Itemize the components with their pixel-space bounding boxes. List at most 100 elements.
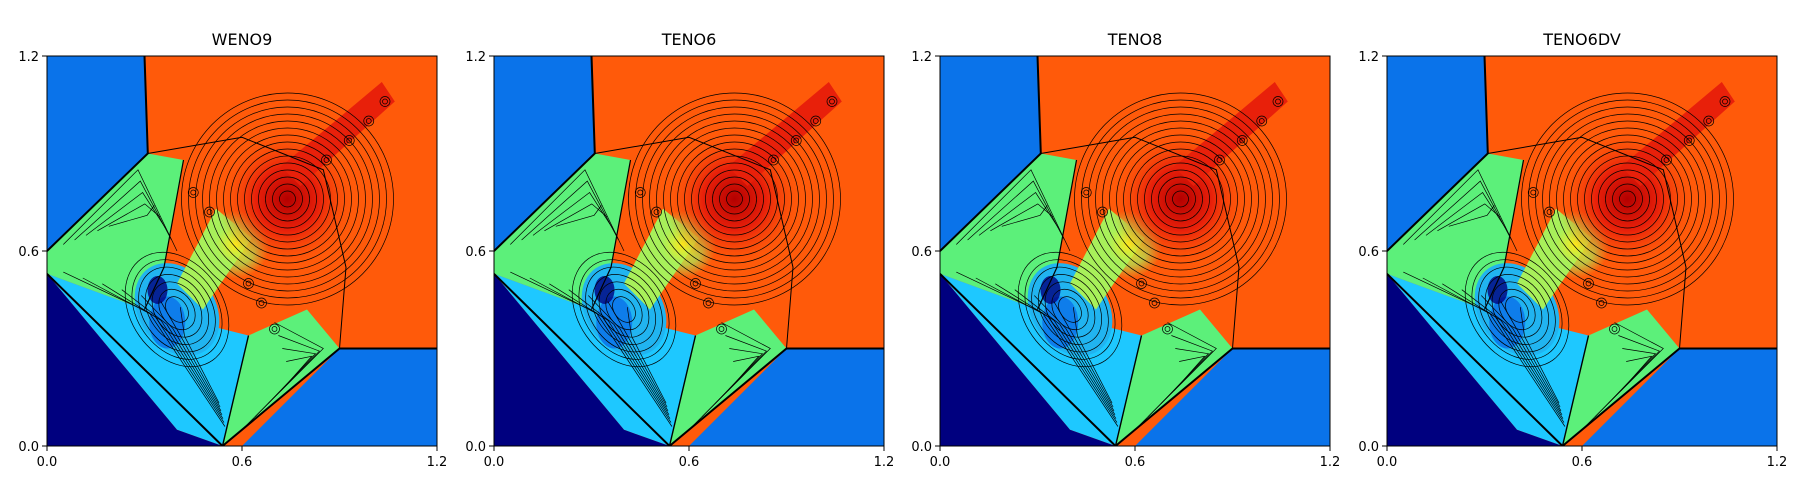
contour-line bbox=[279, 190, 296, 208]
contour-line bbox=[967, 180, 1065, 241]
vortex bbox=[243, 278, 254, 289]
contour-line bbox=[532, 191, 613, 236]
shock-line bbox=[1387, 273, 1777, 446]
contour-line bbox=[642, 106, 827, 292]
flow-field bbox=[47, 56, 437, 446]
contour-line bbox=[956, 169, 1071, 252]
slip-line bbox=[668, 335, 697, 446]
shock-lines bbox=[47, 56, 437, 446]
y-tick-label: 0.6 bbox=[465, 245, 486, 260]
vortex bbox=[271, 326, 278, 332]
region-lower-right bbox=[1135, 348, 1330, 446]
y-tick-label: 1.2 bbox=[911, 50, 932, 65]
contour-line bbox=[1620, 355, 1653, 392]
x-tick-label: 1.2 bbox=[1767, 455, 1788, 470]
contour-line bbox=[555, 205, 602, 227]
vortex bbox=[1546, 209, 1553, 215]
contour-line bbox=[521, 180, 619, 241]
contour-line bbox=[209, 120, 366, 278]
contour-line bbox=[1461, 289, 1563, 415]
vortex bbox=[1722, 98, 1728, 105]
region-bottom-wedge bbox=[1115, 309, 1233, 446]
region-bottom-wedge bbox=[1562, 309, 1680, 446]
contour-line bbox=[714, 348, 764, 405]
vortex bbox=[323, 157, 330, 163]
region-lower-right bbox=[242, 348, 437, 446]
vortex bbox=[1236, 135, 1248, 146]
vortex bbox=[1080, 187, 1092, 198]
contour-line bbox=[138, 266, 216, 353]
slip-line bbox=[1036, 159, 1078, 310]
flow-field bbox=[494, 56, 884, 446]
contour-line bbox=[179, 307, 220, 404]
vortex bbox=[382, 98, 388, 105]
shock-line bbox=[1487, 136, 1687, 349]
contour-line bbox=[1598, 169, 1657, 229]
y-tick-label: 0.6 bbox=[18, 245, 39, 260]
shock-line bbox=[494, 56, 596, 252]
x-tick-label: 0.6 bbox=[1125, 455, 1146, 470]
diagonal-jet bbox=[281, 82, 395, 186]
vortex bbox=[1530, 189, 1537, 196]
contour-line bbox=[1481, 295, 1562, 412]
region-central-low bbox=[1387, 273, 1589, 446]
vortex bbox=[1151, 300, 1158, 306]
contour-line bbox=[544, 203, 608, 232]
contour-line bbox=[1437, 203, 1501, 232]
vortex bbox=[1097, 206, 1108, 218]
contour-line bbox=[85, 191, 166, 236]
contour-line bbox=[1072, 307, 1113, 404]
vortex bbox=[245, 280, 252, 287]
contour-line bbox=[978, 191, 1059, 236]
panel-teno8: TENO8 0.0 0.6 1.2 0.0 0.6 1.2 bbox=[893, 0, 1340, 500]
vortex bbox=[1256, 115, 1268, 127]
region-bottom-wedge bbox=[669, 309, 787, 446]
x-tick-label: 0.0 bbox=[484, 455, 505, 470]
panel-title: WENO9 bbox=[211, 30, 273, 49]
vortex bbox=[1083, 189, 1090, 196]
contour-line bbox=[626, 307, 667, 404]
vortex bbox=[1703, 115, 1715, 127]
region-lower-left bbox=[940, 273, 1116, 446]
x-tick-label: 0.0 bbox=[37, 455, 58, 470]
contour-line bbox=[684, 148, 785, 250]
contour-line bbox=[727, 355, 760, 392]
heatmap-plot: 0.0 0.6 1.2 0.0 0.6 1.2 bbox=[1358, 50, 1787, 470]
region-upper-left bbox=[47, 56, 148, 251]
contour-line bbox=[1619, 190, 1636, 208]
vortex bbox=[1164, 326, 1171, 332]
contour-line bbox=[251, 162, 324, 236]
panel-teno6: TENO6 0.0 0.6 1.2 0.0 0.6 1.2 bbox=[447, 0, 894, 500]
contour-line bbox=[995, 283, 1117, 419]
contour-line bbox=[549, 283, 671, 419]
contour-line bbox=[677, 141, 792, 257]
contour-line bbox=[571, 251, 677, 368]
contour-line bbox=[97, 203, 161, 232]
contour-line bbox=[1116, 134, 1245, 264]
vortex bbox=[829, 98, 835, 105]
vortex bbox=[1162, 323, 1173, 335]
region-lower-left bbox=[1387, 273, 1563, 446]
contour-line bbox=[1521, 92, 1734, 306]
contour-line bbox=[1109, 127, 1252, 271]
y-tick-label: 0.6 bbox=[911, 245, 932, 260]
vortex bbox=[770, 157, 777, 163]
contour-lines bbox=[956, 92, 1287, 431]
contour-lines bbox=[1403, 92, 1734, 431]
vortex bbox=[1149, 297, 1160, 309]
contour-line bbox=[1053, 301, 1114, 408]
vortex bbox=[1272, 96, 1284, 107]
contour-line bbox=[656, 120, 813, 278]
y-tick-label: 1.2 bbox=[18, 50, 39, 65]
contour-line bbox=[1081, 99, 1280, 299]
vortex bbox=[703, 297, 714, 309]
contour-line bbox=[1034, 295, 1115, 412]
vortex bbox=[718, 326, 725, 332]
vortex bbox=[1719, 96, 1731, 107]
contour-line bbox=[607, 301, 668, 408]
contour-line bbox=[698, 162, 771, 236]
slip-line bbox=[590, 159, 632, 310]
contour-line bbox=[63, 169, 178, 252]
contour-line bbox=[1607, 348, 1657, 405]
diagonal-jet bbox=[1174, 82, 1288, 186]
